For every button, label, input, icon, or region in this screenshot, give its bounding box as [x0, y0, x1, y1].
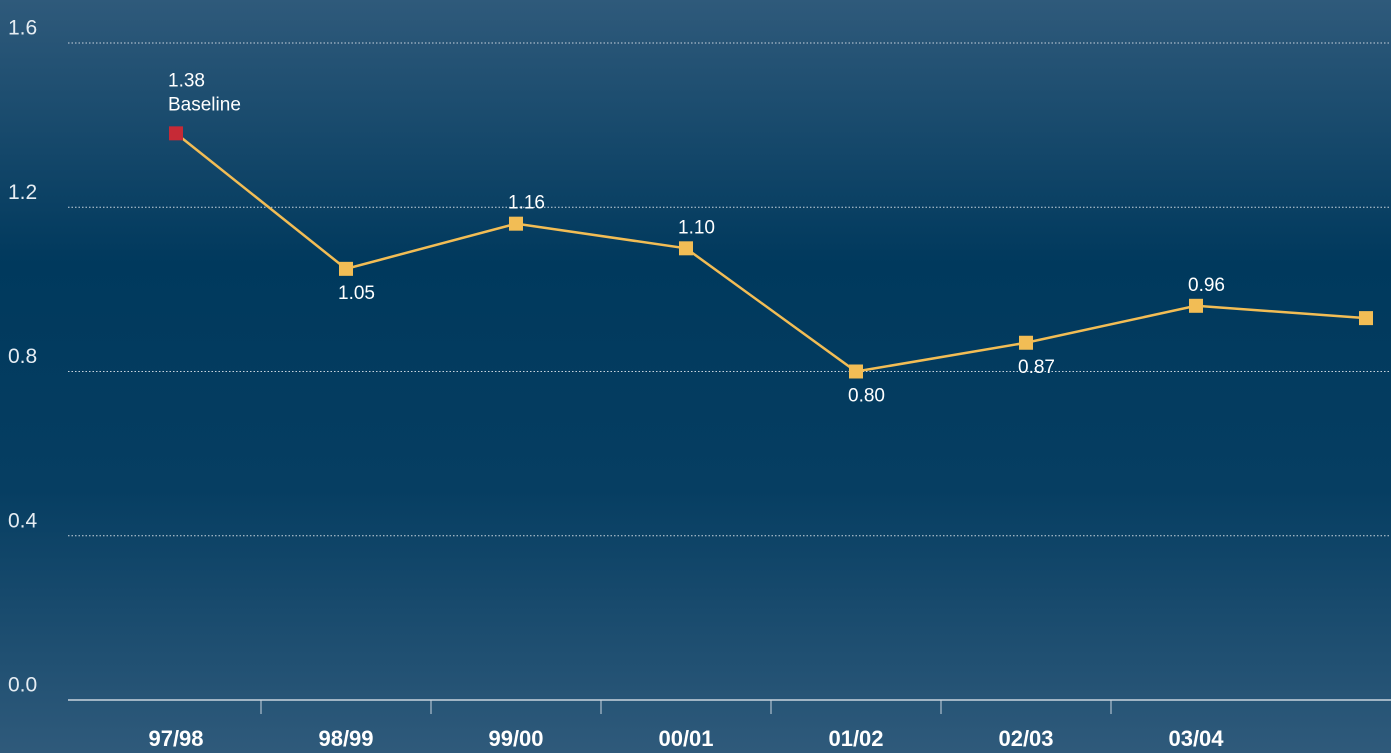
x-tick-label: 02/03	[998, 726, 1053, 751]
x-tick-label: 00/01	[658, 726, 713, 751]
data-line	[175, 132, 1367, 373]
x-tick-label: 99/00	[488, 726, 543, 751]
marker	[849, 364, 863, 379]
x-tick-label: 97/98	[148, 726, 203, 751]
y-tick-label: 0.8	[8, 345, 37, 368]
marker	[1019, 335, 1033, 350]
x-tick-label: 01/02	[828, 726, 883, 751]
value-label: 0.96	[1188, 275, 1225, 296]
y-tick-label: 1.6	[8, 17, 37, 40]
y-tick-label: 1.2	[8, 181, 37, 204]
marker	[169, 126, 183, 141]
marker	[509, 216, 523, 231]
value-label: 0.87	[1018, 357, 1055, 378]
value-label: 1.05	[338, 283, 375, 304]
y-tick-label: 0.0	[8, 674, 37, 697]
annotation: Baseline	[168, 94, 241, 115]
value-label: 1.16	[508, 193, 545, 214]
value-label: 0.80	[848, 386, 885, 407]
x-tick-label: 98/99	[318, 726, 373, 751]
marker	[339, 261, 353, 276]
value-label: 1.10	[678, 217, 715, 238]
marker	[1359, 311, 1373, 326]
marker	[679, 241, 693, 256]
y-tick-label: 0.4	[8, 509, 38, 532]
value-label: 1.38	[168, 70, 205, 91]
x-tick-label: 03/04	[1168, 726, 1224, 751]
marker	[1189, 298, 1203, 313]
